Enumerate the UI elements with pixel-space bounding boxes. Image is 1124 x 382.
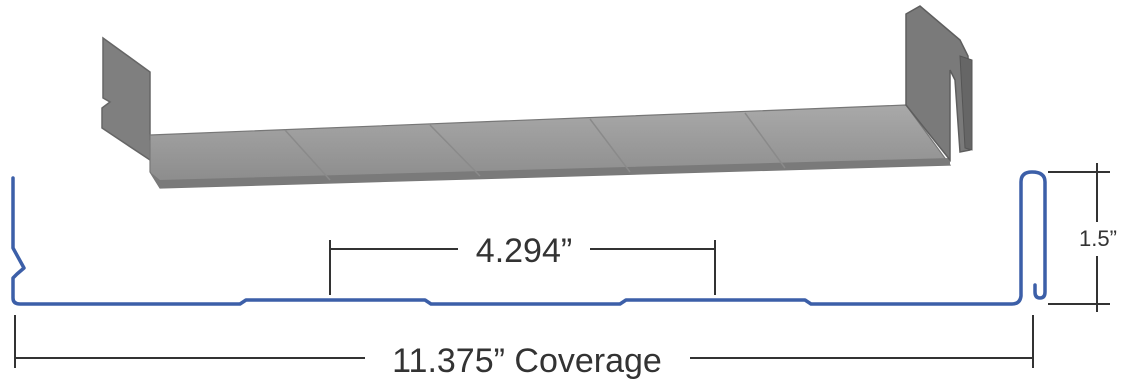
- panel-stiffeners: [284, 112, 786, 181]
- panel-pan-edge: [150, 158, 950, 188]
- panel-3d-render: [101, 5, 973, 189]
- coverage-dimension: [14, 315, 1034, 368]
- rib-height-dimension: [1048, 163, 1110, 312]
- panel-profile-line: [11, 170, 1047, 306]
- coverage-label: 11.375” Coverage: [392, 342, 662, 380]
- panel-right-leg: [905, 5, 971, 163]
- rib-height-label: 1.5”: [1079, 226, 1117, 251]
- panel-right-hem: [959, 55, 973, 151]
- rib-spacing-dimension: [329, 240, 716, 295]
- rib-spacing-label: 4.294”: [476, 232, 572, 270]
